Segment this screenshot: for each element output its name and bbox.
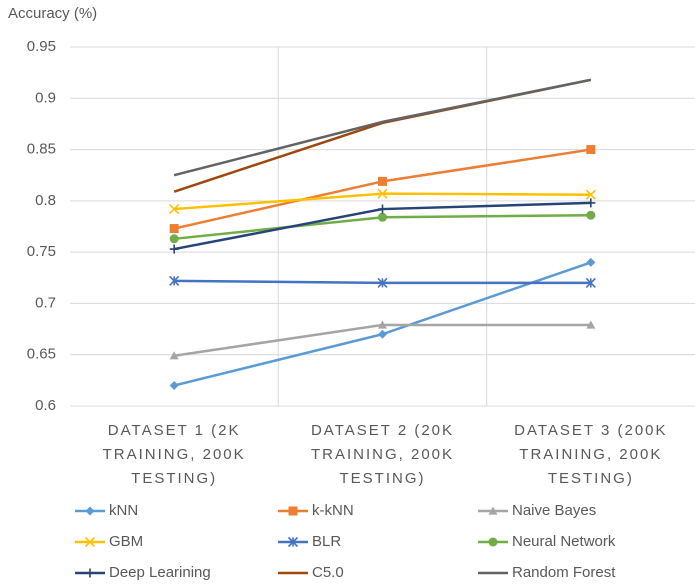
point xyxy=(586,210,596,220)
point xyxy=(377,277,388,288)
marker xyxy=(586,210,596,220)
legend-item: Naive Bayes xyxy=(478,502,596,519)
legend-label: Naive Bayes xyxy=(512,502,596,519)
marker xyxy=(488,506,498,515)
marker-stroke xyxy=(84,536,96,548)
y-tick-label: 0.75 xyxy=(27,243,56,260)
marker xyxy=(169,224,179,234)
point xyxy=(378,204,387,214)
marker xyxy=(169,234,179,244)
legend-label: Neural Network xyxy=(512,533,616,550)
legend-label: Deep Learining xyxy=(109,564,211,581)
marker xyxy=(378,329,387,339)
legend-item: GBM xyxy=(75,533,143,550)
point xyxy=(169,275,180,286)
marker xyxy=(169,351,179,360)
marker xyxy=(586,257,596,267)
marker xyxy=(288,506,298,516)
y-tick-label: 0.6 xyxy=(35,397,56,414)
legend-label: GBM xyxy=(109,533,143,550)
point xyxy=(586,145,596,155)
y-tick-label: 0.9 xyxy=(35,89,56,106)
y-tick-label: 0.85 xyxy=(27,141,56,158)
point xyxy=(85,568,95,578)
series-line xyxy=(173,78,592,177)
point xyxy=(378,329,387,339)
legend-label: kNN xyxy=(109,502,138,519)
marker xyxy=(586,320,596,329)
point xyxy=(288,506,298,516)
x-tick-label: DATASET 3 (200K TRAINING, 200K TESTING) xyxy=(514,422,668,487)
marker xyxy=(85,506,95,516)
marker xyxy=(378,176,387,186)
point xyxy=(169,224,179,234)
point xyxy=(586,198,596,208)
marker xyxy=(169,380,179,390)
marker xyxy=(378,212,387,222)
marker xyxy=(586,145,596,155)
x-tick-label: DATASET 1 (2K TRAINING, 200K TESTING) xyxy=(102,422,246,487)
marker-stroke xyxy=(585,189,596,200)
point xyxy=(169,244,179,254)
point xyxy=(84,536,96,548)
y-tick-label: 0.8 xyxy=(35,192,56,209)
legend-label: C5.0 xyxy=(312,564,344,581)
point xyxy=(377,188,388,199)
point xyxy=(169,234,179,244)
legend-label: Random Forest xyxy=(512,564,616,581)
marker-stroke xyxy=(377,188,388,199)
point xyxy=(488,506,498,515)
point xyxy=(169,351,179,360)
point xyxy=(378,320,387,329)
y-axis-label: Accuracy (%) xyxy=(8,5,97,22)
point xyxy=(378,176,387,186)
point xyxy=(85,506,95,516)
legend-item: Neural Network xyxy=(478,533,616,550)
point xyxy=(488,537,498,547)
point xyxy=(169,380,179,390)
marker-stroke xyxy=(169,203,180,215)
x-tick-label: DATASET 2 (20K TRAINING, 200K TESTING) xyxy=(310,422,455,487)
point xyxy=(585,189,596,200)
point xyxy=(169,203,180,215)
legend-item: kNN xyxy=(75,502,138,519)
marker xyxy=(488,537,498,547)
legend-item: C5.0 xyxy=(278,564,344,581)
legend-item: Deep Learining xyxy=(75,564,211,581)
series-line xyxy=(173,323,591,357)
y-tick-label: 0.7 xyxy=(35,294,56,311)
point xyxy=(586,320,596,329)
y-tick-label: 0.65 xyxy=(27,346,56,363)
y-tick-label: 0.95 xyxy=(27,38,56,55)
point xyxy=(378,212,387,222)
series-line xyxy=(173,78,592,193)
legend-label: BLR xyxy=(312,533,341,550)
legend-item: Random Forest xyxy=(478,564,616,581)
point xyxy=(585,277,596,288)
point xyxy=(287,536,299,548)
legend-item: BLR xyxy=(278,533,341,550)
point xyxy=(586,257,596,267)
marker xyxy=(378,320,387,329)
legend-label: k-kNN xyxy=(312,502,354,519)
